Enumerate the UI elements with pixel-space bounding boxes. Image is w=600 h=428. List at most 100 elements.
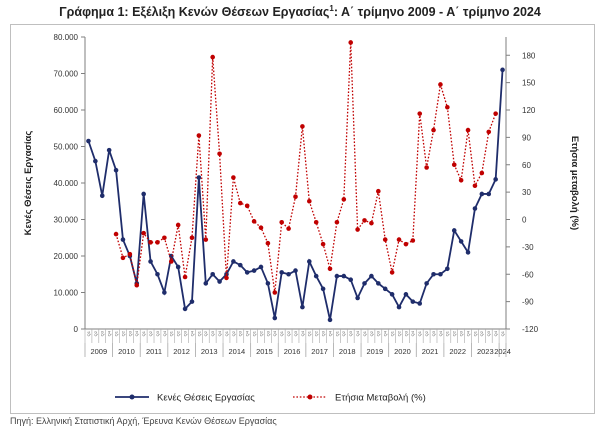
annual-change-point: [203, 237, 209, 242]
annual-change-point: [251, 219, 257, 224]
left-tick-label: 70.000: [54, 70, 79, 79]
vacancies-point: [348, 277, 354, 283]
quarter-label: Q4: [245, 330, 250, 336]
annual-change-point: [300, 124, 305, 129]
annual-change-point: [196, 133, 202, 138]
vacancies-point: [279, 270, 284, 275]
right-tick-label: -90: [522, 298, 534, 307]
vacancies-point: [300, 304, 305, 310]
annual-change-point: [320, 241, 326, 247]
vacancies-point: [369, 273, 374, 279]
chart-title-footnote: 1: [329, 4, 334, 13]
annual-change-point: [341, 197, 347, 202]
quarter-label: Q2: [120, 330, 125, 336]
quarter-label: Q4: [272, 330, 277, 336]
quarter-label: Q1: [417, 330, 422, 336]
annual-change-point: [168, 259, 174, 264]
quarter-label: Q4: [162, 330, 167, 336]
annual-change-point: [279, 219, 284, 225]
right-tick-label: 120: [522, 106, 536, 115]
quarter-label: Q3: [293, 330, 298, 336]
vacancies-point: [162, 290, 167, 295]
vacancies-point: [217, 279, 222, 284]
vacancies-point: [196, 175, 202, 180]
year-label: 2016: [284, 347, 301, 356]
quarter-label: Q4: [189, 330, 194, 336]
quarter-label: Q1: [445, 330, 450, 336]
quarter-label: Q3: [265, 330, 270, 336]
chart-svg: 0 10.000 20.000 30.000 40.000 50.000 60.000 70.…: [23, 33, 580, 404]
annual-change-point: [403, 241, 409, 247]
annual-change-point: [472, 183, 478, 189]
vacancies-point: [479, 191, 485, 197]
vacancies-point: [396, 304, 402, 310]
vacancies-point: [355, 295, 360, 301]
right-tick-label: 180: [522, 51, 536, 60]
quarter-label: Q1: [500, 330, 505, 336]
quarter-label: Q3: [321, 330, 326, 336]
right-tick-label: 150: [522, 79, 536, 88]
vacancies-point: [320, 286, 326, 292]
annual-change-point: [382, 237, 388, 242]
quarter-label: Q3: [486, 330, 491, 336]
quarter-label: Q4: [438, 330, 443, 336]
vacancies-point: [189, 299, 195, 304]
quarter-label: Q3: [431, 330, 436, 336]
annual-change-point: [362, 218, 367, 223]
year-label: 2023: [477, 347, 494, 356]
quarter-label: Q1: [141, 330, 146, 336]
vacancies-point: [106, 147, 112, 153]
quarter-label: Q3: [155, 330, 160, 336]
chart-area: 0 10.000 20.000 30.000 40.000 50.000 60.000 70.…: [10, 24, 595, 414]
quarter-label: Q4: [493, 330, 498, 336]
quarter-label: Q4: [355, 330, 360, 336]
annual-change-point: [307, 198, 312, 204]
chart-title-suffix: : Α΄ τρίμηνο 2009 - Α΄ τρίμηνο 2024: [333, 5, 541, 20]
annual-change-point: [162, 235, 167, 241]
quarter-label: Q3: [403, 330, 408, 336]
vacancies-point: [313, 273, 319, 279]
year-label: 2012: [173, 347, 190, 356]
right-tick-label: -60: [522, 270, 534, 279]
vacancies-point: [265, 281, 271, 286]
annual-change-point: [224, 275, 229, 281]
annual-change-point: [458, 177, 464, 183]
annual-change-point: [355, 227, 360, 232]
left-tick-label: 0: [74, 325, 79, 334]
annual-change-point: [438, 82, 443, 87]
left-tick-label: 30.000: [54, 216, 79, 225]
annual-change-line: [115, 42, 497, 293]
quarter-label: Q1: [196, 330, 201, 336]
quarter-label: Q3: [376, 330, 381, 336]
quarter-label: Q4: [217, 330, 222, 336]
quarter-label: Q2: [258, 330, 263, 336]
left-tick-label: 40.000: [54, 179, 79, 188]
annual-change-point: [244, 203, 250, 209]
vacancies-point: [493, 177, 498, 182]
quarter-label: Q3: [100, 330, 105, 336]
quarter-label: Q1: [169, 330, 174, 336]
annual-change-point: [148, 240, 153, 245]
quarter-label: Q1: [113, 330, 118, 336]
vacancies-point: [141, 191, 146, 197]
source-note: Πηγή: Ελληνική Στατιστική Αρχή, Έρευνα Κ…: [10, 416, 277, 426]
year-label: 2024: [494, 347, 511, 356]
annual-change-point: [417, 111, 423, 116]
vacancies-point: [417, 301, 423, 306]
vacancies-point: [244, 270, 250, 275]
chart-title: Γράφημα 1: Εξέλιξη Κενών Θέσεων Εργασίας…: [0, 4, 600, 19]
year-label: 2020: [394, 347, 411, 356]
quarter-label: Q1: [86, 330, 91, 336]
vacancies-point: [465, 250, 471, 255]
left-tick-label: 20.000: [54, 252, 79, 261]
quarter-label: Q1: [390, 330, 395, 336]
quarter-label: Q1: [307, 330, 312, 336]
vacancies-point: [272, 315, 278, 321]
year-label: 2015: [256, 347, 273, 356]
vacancies-point: [334, 273, 340, 279]
annual-change-point: [231, 175, 236, 180]
annual-change-point: [217, 151, 222, 157]
annual-change-point: [127, 251, 133, 257]
vacancies-point: [155, 271, 160, 277]
annual-change-point: [493, 111, 498, 116]
